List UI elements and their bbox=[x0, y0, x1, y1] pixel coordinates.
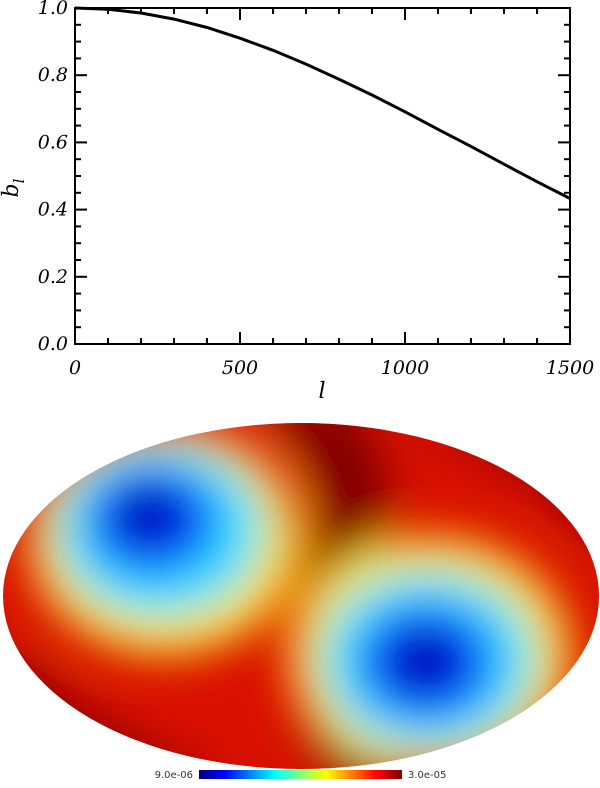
y-ticks bbox=[75, 7, 570, 345]
y-tick-label: 0.0 bbox=[38, 333, 68, 355]
x-tick-label: 500 bbox=[222, 357, 258, 379]
map-lobe-left-core bbox=[113, 485, 183, 545]
colorbar-gradient bbox=[199, 770, 402, 779]
plot-frame bbox=[74, 7, 571, 345]
x-ticks bbox=[74, 8, 571, 344]
mollweide-map bbox=[3, 423, 599, 769]
colorbar-max-label: 3.0e-05 bbox=[408, 770, 446, 781]
map-lobe-right-core bbox=[389, 630, 461, 694]
y-tick-label: 0.4 bbox=[38, 199, 68, 221]
y-axis-subscript: l bbox=[10, 178, 28, 183]
y-tick-label: 1.0 bbox=[38, 0, 68, 19]
y-tick-label: 0.2 bbox=[38, 266, 68, 288]
y-tick-label: 0.8 bbox=[38, 64, 68, 86]
line-plot: 0 500 1000 1500 0.0 0.2 0.4 0.6 0.8 1.0 l bl bbox=[0, 0, 594, 404]
x-tick-label: 1500 bbox=[546, 357, 594, 379]
colorbar-min-label: 9.0e-06 bbox=[155, 770, 193, 781]
y-axis-title: bl bbox=[0, 178, 28, 197]
x-axis-title: l bbox=[318, 379, 325, 404]
x-tick-label: 1000 bbox=[381, 357, 429, 379]
y-tick-label: 0.6 bbox=[38, 131, 68, 153]
x-tick-labels: 0 500 1000 1500 bbox=[69, 357, 594, 379]
beam-window-curve bbox=[74, 6, 571, 200]
colorbar: 9.0e-06 3.0e-05 bbox=[155, 770, 446, 781]
x-tick-label: 0 bbox=[69, 357, 81, 379]
y-tick-labels: 0.0 0.2 0.4 0.6 0.8 1.0 bbox=[38, 0, 68, 355]
